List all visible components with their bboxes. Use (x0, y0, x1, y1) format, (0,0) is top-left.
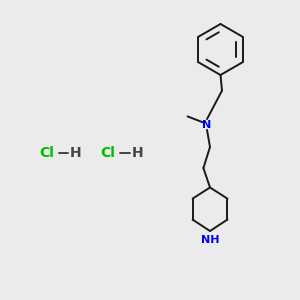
Text: Cl: Cl (39, 146, 54, 160)
Text: NH: NH (201, 235, 219, 244)
Text: H: H (70, 146, 82, 160)
Text: H: H (132, 146, 143, 160)
Text: N: N (202, 119, 211, 130)
Text: Cl: Cl (100, 146, 116, 160)
